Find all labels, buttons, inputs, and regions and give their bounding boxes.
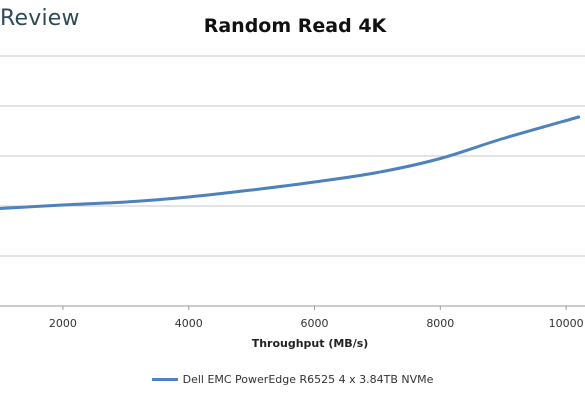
chart-title: Random Read 4K	[203, 15, 387, 37]
x-tick-label: 2000	[49, 317, 77, 330]
x-axis-label: Throughput (MB/s)	[251, 337, 369, 350]
brand-logo-text: Review	[0, 6, 80, 31]
x-tick-label: 10000	[549, 317, 584, 330]
legend: Dell EMC PowerEdge R6525 4 x 3.84TB NVMe	[0, 373, 585, 386]
x-axis-ticks: 2000 4000 6000 8000 10000	[49, 306, 584, 330]
x-tick-label: 4000	[175, 317, 203, 330]
legend-swatch	[151, 378, 178, 381]
series-line	[0, 115, 581, 210]
legend-label: Dell EMC PowerEdge R6525 4 x 3.84TB NVMe	[182, 373, 434, 386]
series-lines	[0, 115, 581, 210]
x-tick-label: 6000	[301, 317, 329, 330]
gridlines	[0, 55, 585, 307]
x-tick-label: 8000	[426, 317, 454, 330]
